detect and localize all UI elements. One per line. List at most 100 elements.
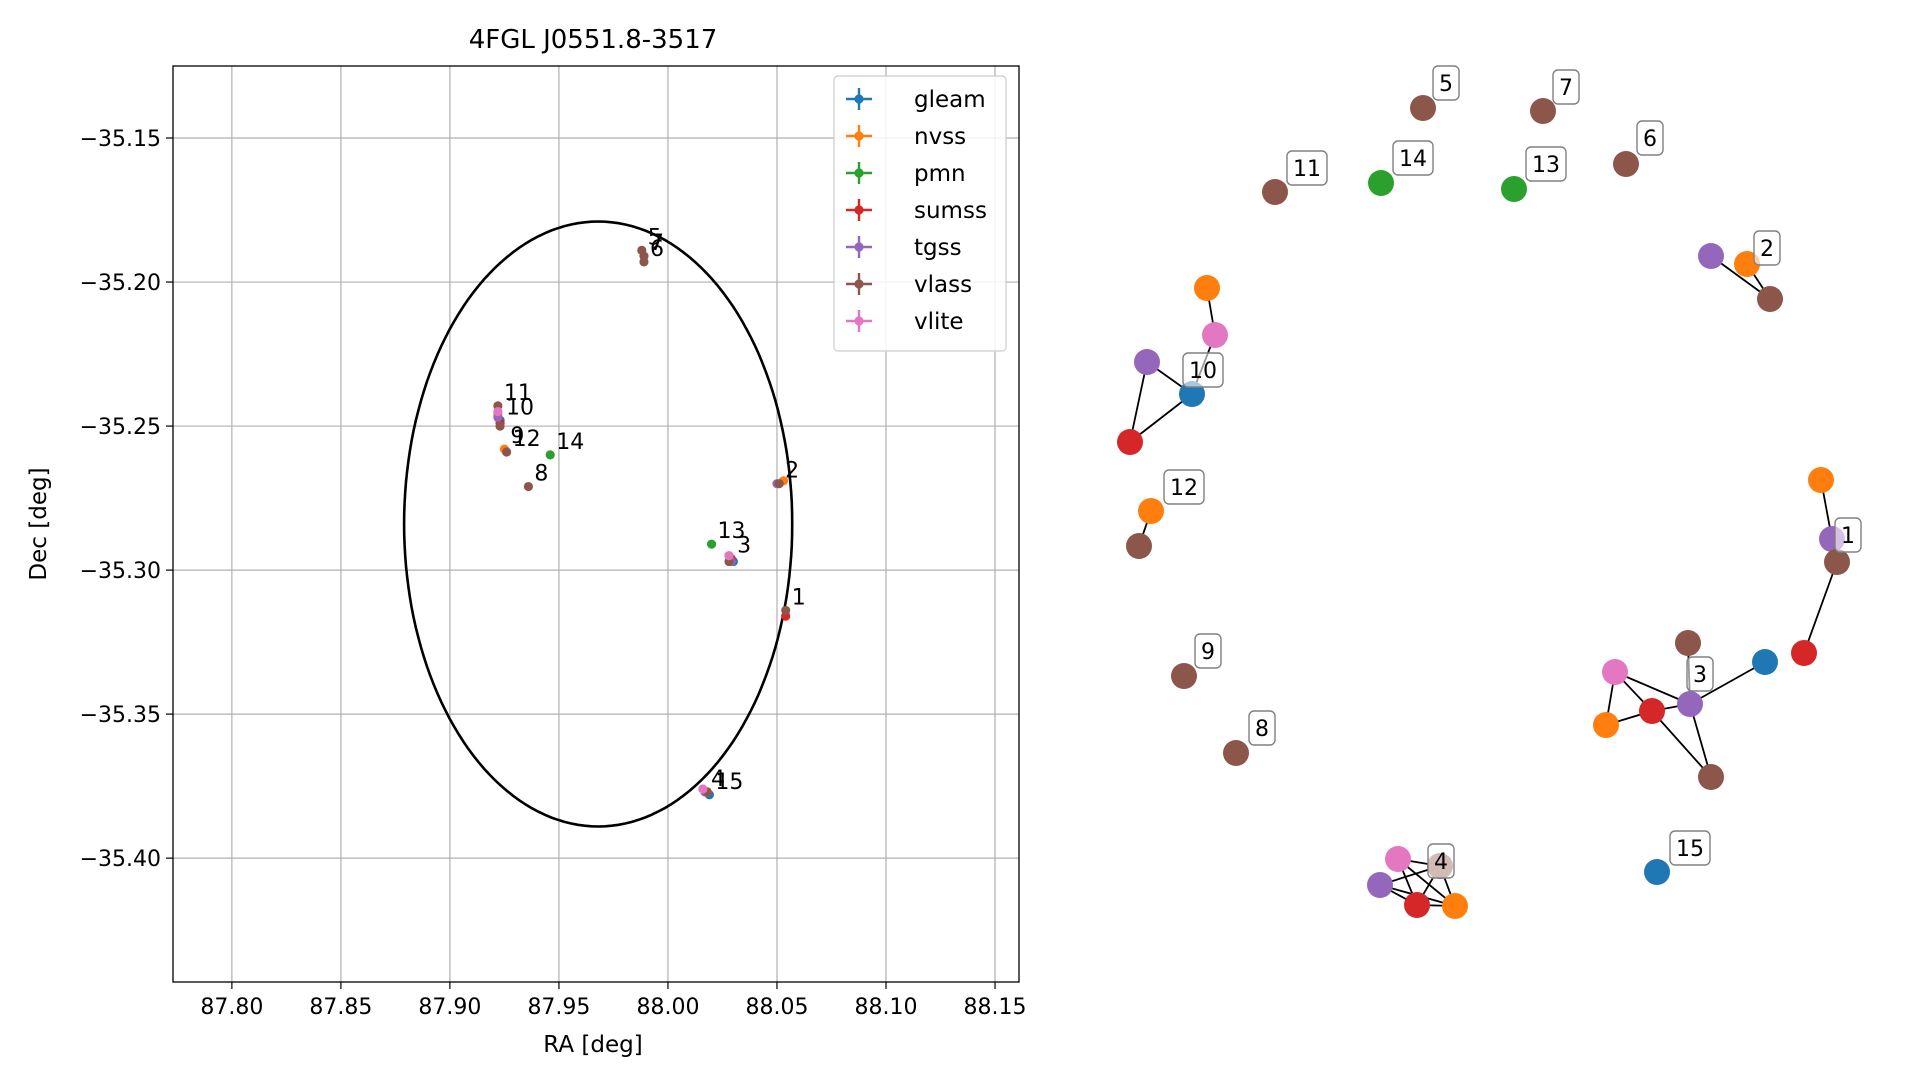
- network-node-vlite: [1202, 322, 1228, 348]
- network-label: 9: [1201, 640, 1215, 665]
- annotation-label: 9: [510, 424, 524, 449]
- network-node-nvss: [1808, 467, 1834, 493]
- legend-entry-gleam: gleam: [914, 87, 986, 113]
- legend-entry-sumss: sumss: [914, 198, 987, 224]
- legend: gleam nvss pmn sumss tgss vlass vlite: [833, 75, 1007, 352]
- network-label-box: [1834, 517, 1862, 553]
- network-node-tgss: [1698, 243, 1724, 269]
- annotation-label: 7: [650, 231, 664, 256]
- network-label: 3: [1693, 663, 1707, 688]
- annotation-label: 3: [737, 534, 751, 559]
- network-label: 6: [1643, 127, 1657, 152]
- network-label: 8: [1255, 717, 1269, 742]
- network-node-vlass: [1530, 98, 1556, 124]
- annotation-label: 2: [785, 459, 799, 484]
- pmn-point: [706, 539, 717, 549]
- network-label: 15: [1676, 837, 1704, 862]
- y-tick-label: −35.15: [80, 127, 161, 152]
- vlite-point: [493, 407, 503, 417]
- network-label-box: [1182, 352, 1224, 388]
- annotation-label: 12: [513, 427, 541, 452]
- network-node-pmn: [1368, 170, 1394, 196]
- y-tick-label: −35.25: [80, 415, 161, 440]
- network-label-box: [1552, 69, 1580, 105]
- network-label-box: [1248, 710, 1276, 746]
- legend-marker-dot: [854, 205, 864, 215]
- network-node-nvss: [1194, 275, 1220, 301]
- vlass-point: [523, 481, 534, 492]
- vlass-point: [774, 479, 784, 489]
- network-node-gleam: [1752, 649, 1778, 675]
- network-node-gleam: [1644, 859, 1670, 885]
- network-label: 13: [1532, 153, 1560, 178]
- localization-ellipse: [402, 220, 794, 828]
- network-node-sumss: [1117, 429, 1143, 455]
- y-tick-label: −35.30: [80, 559, 161, 584]
- network-node-sumss: [1404, 892, 1430, 918]
- y-tick-label: −35.40: [80, 847, 161, 872]
- legend-marker-dot: [854, 242, 864, 252]
- network-label-box: [1636, 120, 1664, 156]
- pmn-point: [545, 450, 555, 460]
- network-edge: [1803, 561, 1838, 654]
- network-label: 11: [1293, 157, 1321, 182]
- network-node-vlass: [1824, 549, 1850, 575]
- vlite-point: [724, 551, 734, 561]
- network-label-box: [1753, 230, 1781, 266]
- network-node-vlass: [1262, 179, 1288, 205]
- annotation-label: 1: [792, 585, 806, 610]
- legend-marker-dot: [854, 279, 864, 289]
- network-label-box: [1392, 140, 1434, 176]
- network-label: 2: [1760, 237, 1774, 262]
- network-node-tgss: [1367, 872, 1393, 898]
- network-label: 10: [1189, 359, 1217, 384]
- network-node-pmn: [1501, 176, 1527, 202]
- network-node-vlass: [1613, 151, 1639, 177]
- annotation-label: 13: [718, 519, 746, 544]
- network-label: 12: [1170, 476, 1198, 501]
- network-label-box: [1163, 469, 1205, 505]
- chart-title: 4FGL J0551.8-3517: [469, 25, 718, 55]
- network-label-box: [1669, 830, 1711, 866]
- x-tick-label: 88.15: [964, 995, 1027, 1020]
- annotation-label: 11: [504, 381, 532, 406]
- network-label-box: [1686, 656, 1714, 692]
- network-node-vlass: [1223, 740, 1249, 766]
- legend-marker-dot: [854, 94, 864, 104]
- network-label-box: [1432, 65, 1460, 101]
- vlass-point: [639, 257, 649, 267]
- network-node-tgss: [1677, 691, 1703, 717]
- vlass-point: [781, 605, 791, 616]
- annotation-label: 15: [715, 770, 743, 795]
- network-edge: [1651, 710, 1712, 778]
- legend-entry-nvss: nvss: [914, 124, 966, 150]
- legend-marker-dot: [854, 131, 864, 141]
- x-tick-label: 88.10: [855, 995, 918, 1020]
- annotation-label: 8: [534, 462, 548, 487]
- vlass-point: [495, 421, 505, 431]
- legend-entry-vlass: vlass: [914, 272, 972, 298]
- network-node-nvss: [1138, 498, 1164, 524]
- y-tick-label: −35.20: [80, 271, 161, 296]
- network-node-vlass: [1757, 286, 1783, 312]
- network-node-vlass: [1675, 630, 1701, 656]
- x-tick-label: 87.95: [527, 995, 590, 1020]
- x-tick-label: 87.90: [418, 995, 481, 1020]
- network-node-sumss: [1639, 698, 1665, 724]
- source-points: [493, 245, 791, 800]
- y-axis-label: Dec [deg]: [26, 467, 52, 580]
- x-axis-label: RA [deg]: [543, 1032, 642, 1058]
- vlite-point: [698, 784, 708, 794]
- network-node-nvss: [1593, 712, 1619, 738]
- legend-marker-dot: [854, 168, 864, 178]
- network-edge: [1129, 393, 1193, 443]
- network-label: 7: [1559, 76, 1573, 101]
- annotation-label: 5: [648, 225, 662, 250]
- legend-entry-vlite: vlite: [914, 309, 964, 335]
- network-edge: [1689, 661, 1766, 705]
- network-node-nvss: [1442, 893, 1468, 919]
